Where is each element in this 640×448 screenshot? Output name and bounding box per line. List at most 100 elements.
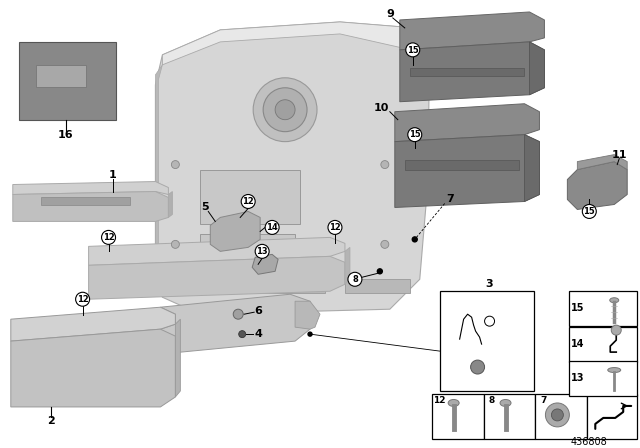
Text: 10: 10 (374, 103, 390, 113)
Bar (484, 394, 536, 439)
Text: 3: 3 (486, 279, 493, 289)
Circle shape (378, 269, 382, 274)
Text: 4: 4 (254, 329, 262, 339)
Text: 15: 15 (571, 303, 584, 313)
Text: 9: 9 (386, 9, 394, 19)
Polygon shape (161, 294, 310, 354)
Bar (432, 394, 484, 439)
Text: 6: 6 (254, 306, 262, 316)
Polygon shape (395, 135, 540, 207)
Circle shape (263, 88, 307, 132)
Circle shape (233, 309, 243, 319)
Text: 8: 8 (488, 396, 495, 405)
Circle shape (76, 292, 90, 306)
Text: 15: 15 (407, 46, 419, 55)
Text: 1: 1 (109, 169, 116, 180)
Polygon shape (13, 181, 168, 194)
Polygon shape (156, 22, 429, 314)
Ellipse shape (448, 400, 459, 406)
Polygon shape (295, 301, 320, 329)
Text: 436808: 436808 (571, 437, 608, 447)
Circle shape (408, 128, 422, 142)
Text: 13: 13 (571, 373, 584, 383)
Polygon shape (175, 319, 180, 397)
Ellipse shape (500, 400, 511, 406)
Circle shape (172, 241, 179, 248)
Polygon shape (156, 65, 163, 297)
Bar (175, 279, 240, 293)
Text: 12: 12 (329, 223, 341, 232)
Polygon shape (568, 162, 627, 210)
Circle shape (381, 241, 389, 248)
Bar (570, 361, 637, 396)
Circle shape (275, 100, 295, 120)
Circle shape (328, 220, 342, 234)
Text: 7: 7 (446, 194, 454, 204)
Polygon shape (577, 155, 627, 169)
Bar (200, 169, 300, 224)
Polygon shape (13, 191, 168, 221)
Text: 11: 11 (611, 150, 627, 159)
Polygon shape (168, 191, 172, 217)
Circle shape (381, 160, 389, 168)
Bar (570, 291, 637, 326)
Ellipse shape (610, 298, 619, 303)
Circle shape (470, 360, 484, 374)
Circle shape (582, 204, 596, 219)
Text: 7: 7 (540, 396, 547, 405)
Text: 12: 12 (433, 396, 446, 405)
Ellipse shape (608, 367, 621, 373)
Circle shape (239, 331, 246, 338)
Bar (345, 279, 410, 293)
Circle shape (172, 160, 179, 168)
Text: 8: 8 (352, 275, 358, 284)
Polygon shape (400, 42, 545, 102)
Circle shape (253, 78, 317, 142)
Circle shape (545, 403, 570, 427)
Polygon shape (11, 307, 175, 341)
Text: 14: 14 (266, 223, 278, 232)
Polygon shape (11, 329, 175, 407)
Circle shape (552, 409, 563, 421)
Text: 14: 14 (571, 339, 584, 349)
Text: 12: 12 (77, 295, 88, 304)
Text: 15: 15 (584, 207, 595, 216)
Bar (404, 159, 520, 169)
Circle shape (611, 325, 621, 335)
Polygon shape (524, 135, 540, 202)
Text: 12: 12 (243, 197, 254, 206)
Polygon shape (252, 254, 278, 274)
Polygon shape (211, 211, 260, 251)
Bar (36, 65, 86, 87)
Polygon shape (400, 12, 545, 50)
Bar (588, 394, 637, 439)
Bar (440, 291, 534, 391)
Bar (260, 279, 325, 293)
Bar (41, 198, 131, 206)
Polygon shape (395, 104, 540, 142)
Circle shape (484, 316, 495, 326)
Circle shape (102, 230, 116, 244)
Circle shape (348, 272, 362, 286)
Polygon shape (19, 42, 116, 120)
Bar (410, 68, 524, 76)
Polygon shape (163, 22, 429, 65)
Circle shape (241, 194, 255, 208)
Bar (200, 234, 295, 269)
Circle shape (308, 332, 312, 336)
Circle shape (265, 220, 279, 234)
Circle shape (255, 244, 269, 258)
Polygon shape (88, 237, 345, 265)
Text: 15: 15 (409, 130, 420, 139)
Polygon shape (88, 256, 345, 299)
Text: 5: 5 (202, 202, 209, 212)
Text: 13: 13 (257, 247, 268, 256)
Bar (570, 327, 637, 362)
Polygon shape (529, 42, 545, 95)
Text: 16: 16 (58, 129, 74, 140)
Circle shape (406, 43, 420, 57)
Text: 12: 12 (102, 233, 115, 242)
Bar (536, 394, 588, 439)
Circle shape (412, 237, 417, 242)
Text: 2: 2 (47, 416, 54, 426)
